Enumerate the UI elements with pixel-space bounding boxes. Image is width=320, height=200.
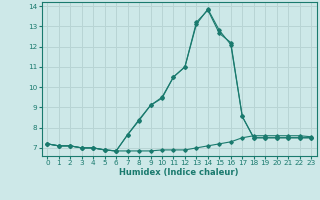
X-axis label: Humidex (Indice chaleur): Humidex (Indice chaleur) xyxy=(119,168,239,177)
